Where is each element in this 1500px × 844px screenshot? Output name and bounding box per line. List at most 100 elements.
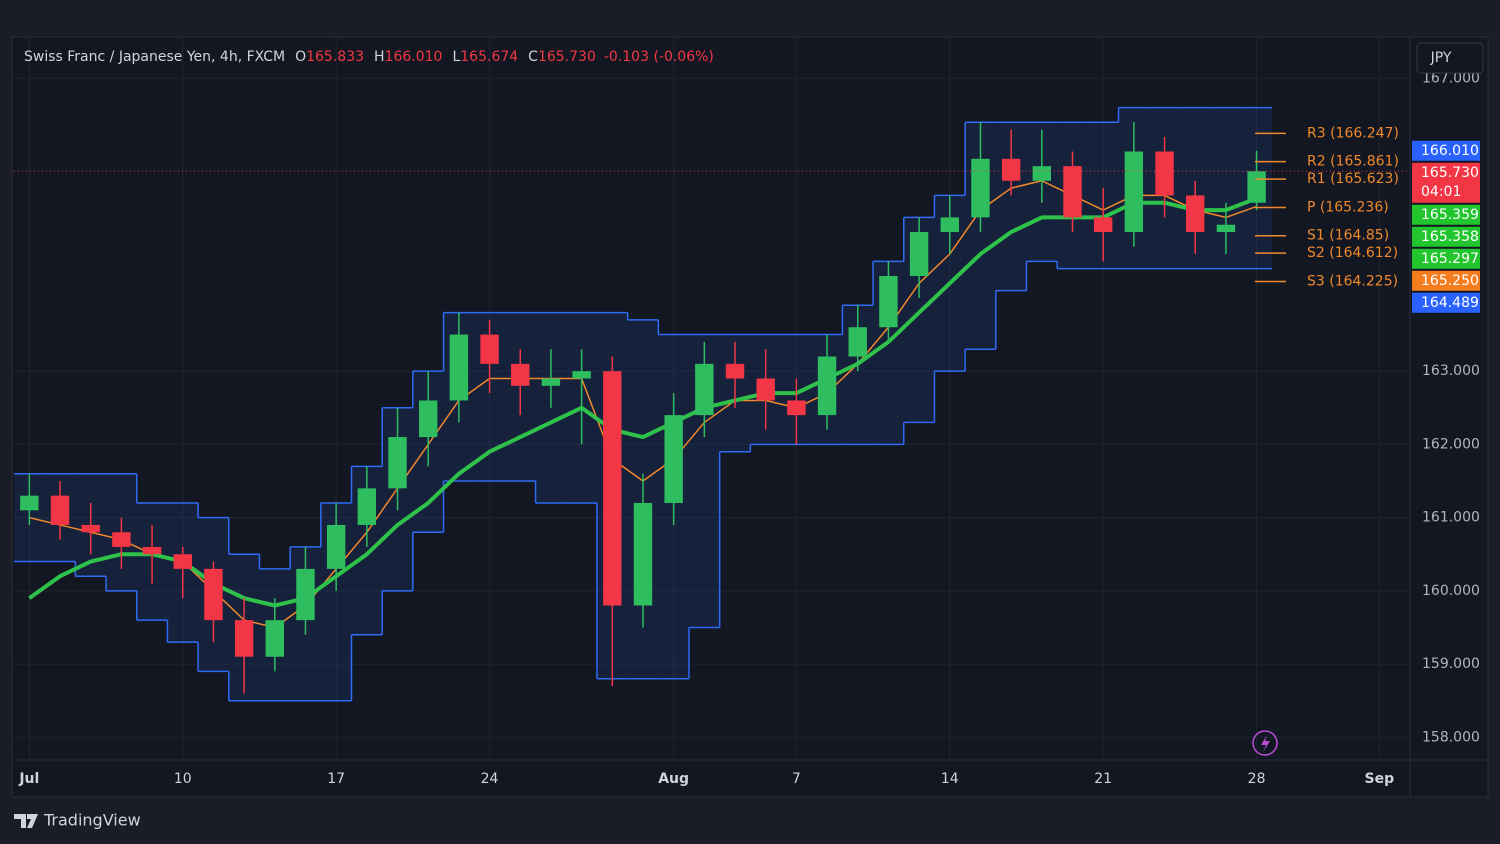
candle-body bbox=[1247, 171, 1266, 203]
price-label: 165.359 bbox=[1421, 207, 1479, 223]
y-tick-label: 159.000 bbox=[1422, 656, 1480, 672]
price-label-box bbox=[1412, 140, 1480, 161]
candle-body bbox=[572, 371, 591, 379]
candle-body bbox=[633, 502, 653, 606]
price-label-box bbox=[1412, 162, 1480, 203]
ohlc-value: 166.010 bbox=[385, 49, 443, 65]
x-tick-label: Jul bbox=[18, 771, 39, 787]
price-label: 165.250 bbox=[1421, 273, 1479, 289]
y-tick-label: 167.000 bbox=[1422, 70, 1480, 86]
candle-body bbox=[326, 524, 346, 569]
candle-body bbox=[449, 334, 469, 401]
candle-body bbox=[388, 437, 407, 489]
price-label-box bbox=[1412, 270, 1480, 291]
ohlc-key: C bbox=[528, 49, 538, 65]
countdown: 04:01 bbox=[1421, 184, 1461, 200]
ohlc-key: H bbox=[374, 49, 385, 65]
price-label: 166.010 bbox=[1421, 143, 1479, 159]
candle-body bbox=[1216, 224, 1236, 233]
candle-body bbox=[1186, 195, 1205, 233]
moving-average bbox=[28, 196, 1258, 608]
y-tick-label: 161.000 bbox=[1422, 510, 1480, 526]
pivot-label: R2 (165.861) bbox=[1307, 154, 1399, 170]
x-tick-label: Sep bbox=[1365, 771, 1395, 787]
plot bbox=[14, 38, 1410, 760]
candle-body bbox=[940, 217, 959, 233]
ohlc-key: L bbox=[452, 49, 460, 65]
chart-panel bbox=[11, 36, 1489, 798]
x-tick-label: 14 bbox=[941, 771, 959, 787]
price-label-box bbox=[1412, 248, 1480, 269]
price-label: 164.489 bbox=[1421, 295, 1479, 311]
y-tick-label: 163.000 bbox=[1422, 363, 1480, 379]
price-label-box bbox=[1412, 292, 1480, 313]
candle-body bbox=[480, 334, 499, 364]
x-tick-label: 17 bbox=[327, 771, 345, 787]
candle-body bbox=[664, 415, 683, 503]
candle-body bbox=[603, 371, 622, 606]
candle-body bbox=[879, 275, 898, 328]
candle-body bbox=[173, 554, 192, 569]
currency[interactable]: JPY bbox=[1430, 50, 1452, 66]
candle-body bbox=[357, 488, 377, 525]
band-fill bbox=[535, 312, 567, 503]
y-tick-label: 162.000 bbox=[1422, 436, 1480, 452]
candle-body bbox=[112, 532, 131, 547]
candle-body bbox=[234, 620, 254, 657]
candle-body bbox=[142, 546, 162, 555]
price-label: 165.730 bbox=[1421, 165, 1479, 181]
x-tick-label: 10 bbox=[174, 771, 192, 787]
candle-body bbox=[50, 495, 70, 525]
candle-body bbox=[541, 378, 561, 386]
currency-button[interactable] bbox=[1416, 42, 1484, 74]
candle-body bbox=[695, 363, 714, 416]
x-tick-label: Aug bbox=[658, 771, 689, 787]
candle-body bbox=[204, 568, 223, 621]
ohlc: O165.833 H166.010 L165.674 C165.730 bbox=[295, 49, 596, 65]
plot-layer: 158.000 159.000 160.000 161.000 162.000 163.0… bbox=[14, 38, 1480, 787]
x-tick-label: 21 bbox=[1094, 771, 1112, 787]
candle-body bbox=[265, 620, 284, 657]
ohlc-value: 165.674 bbox=[460, 49, 518, 65]
candle-body bbox=[81, 524, 100, 533]
ohlc-value: 165.730 bbox=[538, 49, 596, 65]
price-label: 165.297 bbox=[1421, 251, 1479, 267]
candle-body bbox=[1155, 151, 1174, 196]
brand-logo bbox=[14, 814, 38, 828]
candle-body bbox=[1001, 158, 1021, 181]
pivot-label: S2 (164.612) bbox=[1307, 245, 1398, 261]
x-tick-label: 28 bbox=[1248, 771, 1266, 787]
candle-body bbox=[817, 356, 837, 416]
candle-body bbox=[1093, 217, 1113, 233]
candle-body bbox=[756, 378, 775, 401]
candle-body bbox=[725, 363, 745, 379]
price-label: 165.358 bbox=[1421, 229, 1479, 245]
candle-body bbox=[296, 568, 315, 621]
x-tick-label: 24 bbox=[481, 771, 499, 787]
pivot-label: S1 (164.85) bbox=[1307, 228, 1389, 244]
candle-body bbox=[787, 400, 806, 416]
candle-body bbox=[1063, 166, 1082, 218]
candle-body bbox=[511, 363, 530, 386]
y-tick-label: 160.000 bbox=[1422, 583, 1480, 599]
pivot-label: S3 (164.225) bbox=[1307, 273, 1398, 289]
change: -0.103 (-0.06%) bbox=[604, 49, 714, 65]
y-tick-label: 158.000 bbox=[1422, 729, 1480, 745]
symbol: Swiss Franc / Japanese Yen, 4h, FXCM bbox=[24, 49, 285, 65]
alert-icon[interactable] bbox=[1252, 730, 1278, 756]
price-label-box bbox=[1412, 204, 1480, 225]
brand: TradingView bbox=[43, 811, 141, 830]
x-tick-label: 7 bbox=[792, 771, 801, 787]
candle-body bbox=[848, 327, 867, 357]
pivot-label: R1 (165.623) bbox=[1307, 171, 1399, 187]
candle-body bbox=[909, 232, 929, 276]
candle-body bbox=[20, 495, 39, 511]
ohlc-key: O bbox=[295, 49, 306, 65]
candle-body bbox=[418, 400, 438, 438]
candle-body bbox=[1032, 166, 1052, 181]
header: Swiss Franc / Japanese Yen, 4h, FXCM O 165… bbox=[24, 49, 714, 65]
candle-body bbox=[971, 158, 990, 218]
price-label-box bbox=[1412, 226, 1480, 247]
